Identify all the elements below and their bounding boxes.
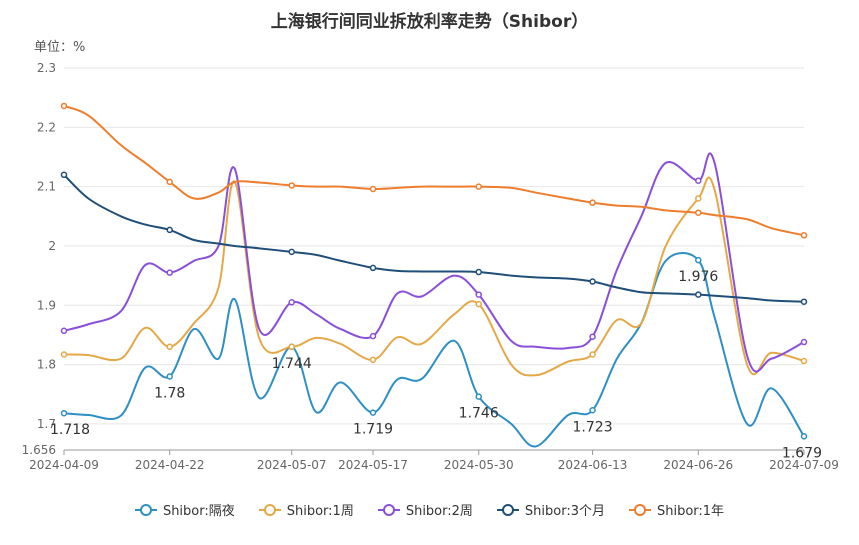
x-tick-label: 2024-06-13 [558,458,628,472]
data-label: 1.723 [573,419,613,435]
data-point [369,264,377,272]
legend-item-0[interactable]: Shibor:隔夜 [134,500,235,519]
data-point [589,278,596,285]
series-line-3 [63,174,805,303]
data-point [288,248,295,256]
data-point [475,268,482,276]
data-label: 1.719 [353,422,393,438]
y-tick-label: 2 [48,239,56,253]
data-point [800,298,808,305]
data-point [475,183,482,190]
legend-label: Shibor:2周 [405,504,473,519]
data-point [695,209,702,216]
data-point [589,199,596,206]
data-point [288,299,295,306]
data-point [475,393,482,400]
data-point [800,338,808,346]
data-point [475,300,482,308]
data-label: 1.718 [50,422,90,438]
chart-title: 上海银行间同业拆放利率走势（Shibor） [270,12,589,32]
data-point [288,343,295,351]
legend-label: Shibor:1年 [656,504,725,519]
data-point [695,256,702,264]
data-point [589,351,596,358]
legend-swatch [628,503,651,516]
y-tick-label: 2.3 [37,61,56,75]
x-tick-label: 2024-05-07 [257,458,327,472]
data-point [166,269,173,276]
data-point [166,226,173,234]
data-label: 1.976 [678,269,718,285]
y-tick-label: 1.7 [37,417,56,431]
legend-swatch [258,503,281,516]
data-point [475,291,482,298]
data-label: 1.744 [272,356,312,372]
y-tick-label: 2.2 [37,120,56,134]
legend: Shibor:隔夜 Shibor:1周 Shibor:2周 Shibor:3个月 Shi… [0,500,859,519]
data-point [369,332,377,340]
data-point [166,343,173,351]
y-tick-label: 1.9 [37,298,56,312]
data-point [695,195,702,202]
data-point [369,409,377,416]
y-tick-label: 1.656 [22,443,56,457]
legend-label: Shibor:隔夜 [162,504,235,519]
x-tick-label: 2024-04-22 [135,458,205,472]
data-point [589,407,596,414]
legend-swatch [377,503,400,516]
data-point [60,351,68,358]
legend-label: Shibor:3个月 [524,504,605,519]
data-point [60,102,68,110]
data-point [800,357,808,365]
series-line-4 [63,105,805,237]
data-point [60,409,68,417]
data-point [60,171,68,179]
data-point [166,373,173,380]
x-tick-label: 2024-05-30 [444,458,514,472]
data-point [288,182,295,189]
series-line-0 [63,252,805,448]
data-point [369,185,377,193]
legend-item-4[interactable]: Shibor:1年 [628,500,725,519]
series-line-1 [63,176,805,377]
x-tick-label: 2024-04-09 [29,458,99,472]
legend-item-3[interactable]: Shibor:3个月 [496,500,605,519]
data-point [589,333,596,340]
legend-label: Shibor:1周 [286,504,354,519]
data-point [60,327,68,335]
data-point [695,291,702,298]
data-label: 1.746 [459,406,499,422]
unit-label: 单位：% [34,40,86,55]
data-label: 1.679 [782,445,822,461]
legend-item-1[interactable]: Shibor:1周 [258,500,354,519]
y-tick-label: 2.1 [37,180,56,194]
legend-swatch [134,503,157,516]
legend-item-2[interactable]: Shibor:2周 [377,500,473,519]
x-tick-label: 2024-06-26 [663,458,733,472]
data-point [166,178,173,186]
x-tick-label: 2024-07-09 [769,458,839,472]
data-point [369,356,377,364]
line-chart: 1.656 1.7 1.8 1.9 2 2.1 2.2 2.3 2024-04-09 2024-0… [22,61,839,472]
x-tick-label: 2024-05-17 [338,458,408,472]
data-label: 1.78 [154,385,185,401]
legend-swatch [496,503,519,516]
data-point [800,232,808,239]
y-tick-label: 1.8 [37,358,56,372]
data-point [800,433,808,440]
data-point [695,177,702,184]
